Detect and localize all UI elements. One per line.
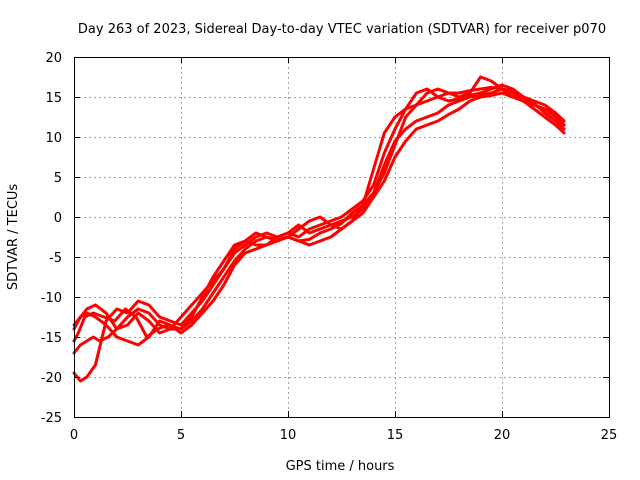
y-tick-label: -25	[41, 411, 62, 426]
series-line-pass-5	[72, 85, 566, 355]
grid-lines	[74, 57, 609, 417]
y-tick-label: -15	[41, 331, 62, 346]
y-tick-label: -10	[41, 291, 62, 306]
series-line-pass-1	[72, 87, 566, 343]
x-axis-label: GPS time / hours	[286, 459, 395, 474]
y-tick-label: 10	[45, 131, 62, 146]
y-tick-label: 5	[54, 171, 62, 186]
chart-title: Day 263 of 2023, Sidereal Day-to-day VTE…	[78, 22, 606, 37]
y-tick-label: 0	[54, 211, 62, 226]
x-tick-label: 0	[70, 428, 78, 443]
plot-frame	[74, 57, 610, 418]
x-tick-label: 5	[177, 428, 185, 443]
x-tick-label: 25	[601, 428, 618, 443]
y-tick-label: 15	[45, 91, 62, 106]
x-tick-label: 10	[280, 428, 297, 443]
x-tick-label: 15	[387, 428, 404, 443]
series-layer	[72, 75, 566, 383]
axis-ticks	[74, 57, 610, 418]
y-axis-label: SDTVAR / TECUs	[6, 184, 21, 291]
series-line-pass-3	[72, 91, 566, 347]
series-line-pass-4	[72, 75, 566, 383]
tick-labels: 0 5 10 15 20 25 -25 -20 -15 -10 -5 0 5 10 15 20	[41, 51, 618, 443]
y-tick-label: -20	[41, 371, 62, 386]
y-tick-label: -5	[49, 251, 62, 266]
x-tick-label: 20	[494, 428, 511, 443]
series-line-pass-2	[72, 83, 566, 335]
y-tick-label: 20	[45, 51, 62, 66]
